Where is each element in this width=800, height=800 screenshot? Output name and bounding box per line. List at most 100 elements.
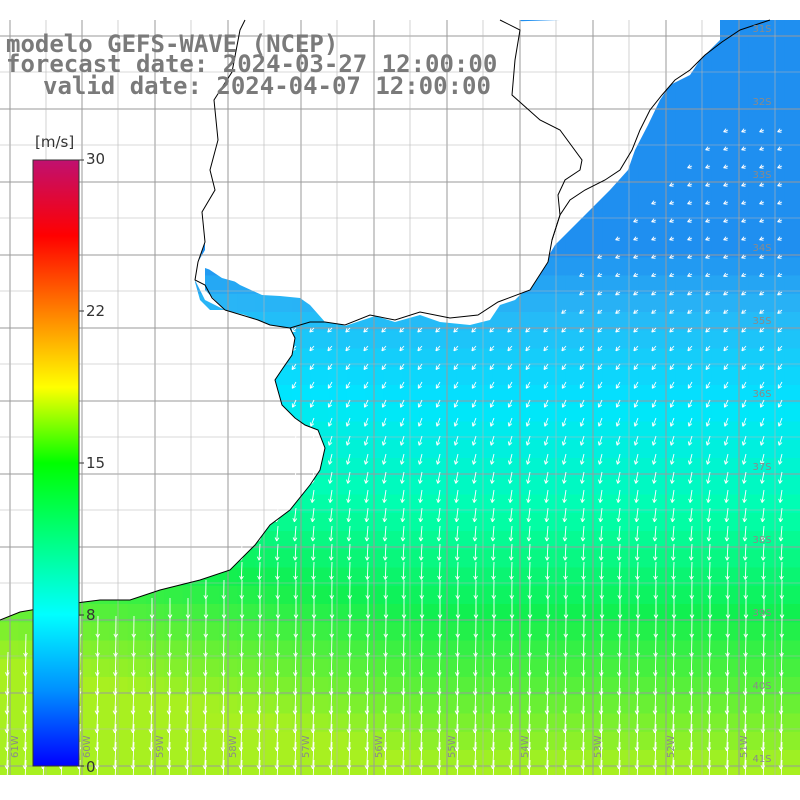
wind-arrow (489, 345, 495, 352)
wind-arrow (741, 291, 747, 296)
wind-arrow (435, 417, 441, 427)
wind-arrow (687, 309, 693, 314)
wind-arrow (436, 759, 442, 788)
wind-arrow (543, 363, 549, 370)
wind-arrow (759, 453, 765, 465)
wind-arrow (112, 759, 118, 788)
wind-arrow (525, 417, 531, 427)
wind-arrow (400, 489, 405, 503)
wind-arrow (777, 345, 783, 352)
wind-arrow (779, 561, 784, 580)
wind-arrow (220, 759, 226, 788)
wind-arrow (671, 561, 676, 580)
wind-arrow (687, 345, 693, 352)
wind-arrow (490, 489, 495, 503)
wind-arrow (652, 471, 657, 484)
wind-arrow (723, 435, 729, 446)
wind-arrow (472, 489, 477, 503)
wind-arrow (598, 471, 603, 484)
wind-arrow (383, 561, 388, 580)
wind-arrow (417, 417, 423, 427)
wind-arrow (238, 759, 244, 788)
wind-arrow (382, 489, 387, 503)
wind-arrow (292, 525, 298, 542)
wind-arrow (742, 543, 748, 561)
wind-arrow (777, 291, 783, 296)
lon-label: 51W (739, 735, 750, 758)
wind-arrow (580, 525, 586, 542)
wind-arrow (453, 399, 459, 408)
wind-arrow (293, 561, 298, 580)
wind-arrow (580, 471, 585, 484)
wind-arrow (759, 291, 765, 296)
wind-arrow (579, 272, 585, 277)
wind-arrow (633, 309, 639, 314)
wind-arrow (616, 507, 622, 523)
wind-arrow (490, 525, 496, 542)
wind-arrow (309, 363, 315, 370)
wind-arrow (741, 345, 747, 352)
lat-label: 41S (752, 754, 771, 765)
wind-arrow (741, 453, 747, 465)
wind-arrow (633, 345, 639, 352)
lon-label: 56W (374, 735, 385, 758)
wind-arrow (471, 453, 477, 465)
wind-arrow (741, 381, 747, 389)
wind-arrow (327, 417, 333, 427)
wind-arrow (759, 399, 765, 408)
wind-arrow (381, 435, 387, 446)
wind-arrow (347, 561, 352, 580)
wind-arrow (309, 399, 315, 408)
wind-arrow (652, 489, 657, 503)
wind-arrow (778, 489, 783, 503)
wind-arrow (742, 489, 747, 503)
wind-arrow (633, 218, 639, 223)
wind-arrow (345, 399, 351, 408)
wind-arrow (561, 417, 567, 427)
wind-arrow (346, 507, 352, 523)
wind-arrow (544, 525, 550, 542)
wind-arrow (598, 507, 604, 523)
wind-arrow (525, 399, 531, 408)
wind-arrow (399, 327, 405, 333)
wind-arrow (363, 417, 369, 427)
wind-arrow (292, 759, 298, 788)
wind-arrow (723, 417, 729, 427)
wind-arrow (579, 399, 585, 408)
wind-arrow (400, 525, 406, 542)
wind-arrow (327, 435, 333, 446)
wind-arrow (417, 345, 423, 352)
wind-arrow (777, 254, 783, 259)
wind-arrow (723, 236, 729, 241)
wind-arrow (508, 543, 514, 561)
wind-arrow (472, 507, 478, 523)
wind-arrow (759, 164, 765, 169)
wind-arrow (597, 399, 603, 408)
wind-arrow (579, 453, 585, 465)
wind-arrow (399, 435, 405, 446)
wind-arrow (669, 309, 675, 314)
wind-arrow (760, 471, 765, 484)
wind-arrow (741, 164, 747, 169)
wind-arrow (777, 164, 783, 169)
wind-arrow (4, 759, 10, 788)
wind-arrow (435, 381, 441, 389)
wind-arrow (687, 417, 693, 427)
lat-label: 39S (752, 608, 771, 619)
wind-arrow (400, 471, 405, 484)
wind-arrow (778, 471, 783, 484)
wind-arrow (652, 525, 658, 542)
wind-arrow (436, 543, 442, 561)
wind-arrow (364, 543, 370, 561)
wind-arrow (651, 399, 657, 408)
wind-arrow (328, 489, 333, 503)
wind-arrow (471, 345, 477, 352)
wind-arrow (759, 327, 765, 333)
wind-arrow (723, 200, 729, 205)
wind-arrow (598, 759, 604, 788)
wind-arrow (526, 507, 532, 523)
colorbar (32, 159, 80, 767)
wind-arrow (669, 200, 675, 205)
wind-arrow (725, 561, 730, 580)
